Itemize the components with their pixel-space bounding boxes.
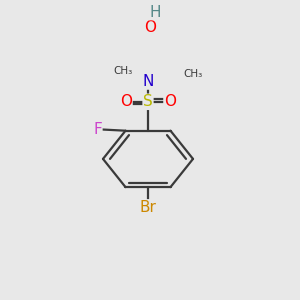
Text: CH₃: CH₃	[183, 69, 202, 79]
Text: CH₃: CH₃	[113, 66, 133, 76]
Text: Br: Br	[140, 200, 156, 215]
Text: O: O	[164, 94, 176, 109]
Text: S: S	[143, 94, 153, 109]
Text: F: F	[93, 122, 102, 137]
Text: O: O	[144, 20, 156, 35]
Text: H: H	[149, 4, 161, 20]
Text: O: O	[120, 94, 132, 109]
Text: N: N	[142, 74, 154, 89]
